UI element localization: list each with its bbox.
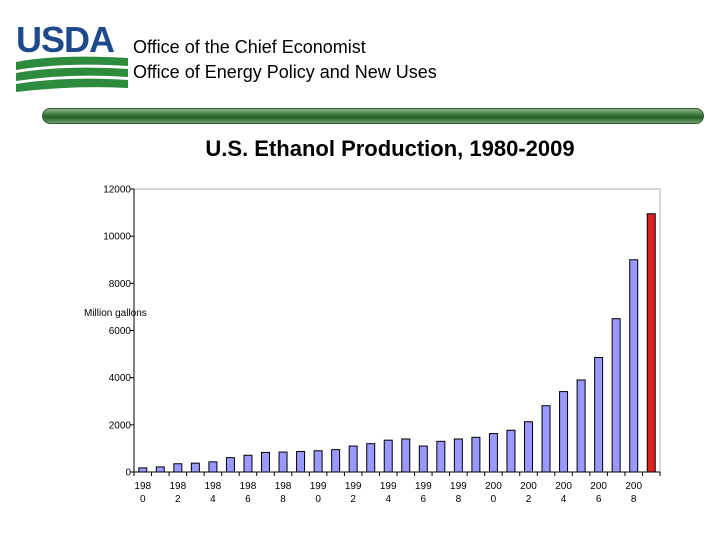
bar-1997 [436, 440, 446, 473]
x-tick-label: 198 2 [169, 481, 186, 505]
x-tick-label: 199 4 [380, 481, 397, 505]
bar-1996 [418, 445, 428, 473]
x-tick-label: 200 6 [590, 481, 607, 505]
x-tick-label: 200 8 [625, 481, 642, 505]
bar-1994 [383, 439, 393, 473]
x-tick-label: 200 2 [520, 481, 537, 505]
bar-1990 [313, 450, 323, 473]
y-axis-label: Million gallons [84, 308, 147, 319]
bar-2003 [541, 405, 551, 473]
bar-1991 [331, 449, 341, 473]
bar-1999 [471, 436, 481, 473]
bar-2009 [646, 213, 656, 473]
bar-1993 [366, 443, 376, 473]
bar-2000 [488, 433, 498, 473]
x-tick-label: 198 0 [134, 481, 151, 505]
bar-1987 [261, 451, 270, 473]
x-tick-label: 198 4 [205, 481, 222, 505]
bar-2002 [524, 421, 533, 473]
x-tick-label: 200 4 [555, 481, 572, 505]
x-tick-label: 200 0 [485, 481, 502, 505]
bar-2006 [594, 357, 604, 473]
office-title-2: Office of Energy Policy and New Uses [133, 62, 437, 82]
x-tick-label: 199 8 [450, 481, 467, 505]
x-tick-label: 199 0 [310, 481, 327, 505]
bar-1982 [173, 463, 183, 473]
bar-1995 [401, 438, 411, 473]
usda-logo: USDA [16, 22, 128, 92]
bar-1998 [453, 438, 463, 473]
x-tick-label: 199 6 [415, 481, 432, 505]
y-tick-label: 2000 [109, 420, 132, 431]
bar-2005 [576, 379, 586, 473]
bar-2007 [611, 318, 621, 473]
x-tick-label: 199 2 [345, 481, 362, 505]
bar-1980 [138, 467, 148, 473]
bar-2008 [629, 259, 639, 473]
y-tick-label: 4000 [109, 373, 132, 384]
y-tick-label: 12000 [103, 185, 131, 196]
x-tick-label: 198 6 [240, 481, 257, 505]
bar-2001 [506, 429, 516, 473]
office-title-1: Office of the Chief Economist [133, 37, 366, 57]
chart-title: U.S. Ethanol Production, 1980-2009 [205, 136, 575, 161]
y-tick-label: 10000 [103, 232, 131, 243]
header: USDA Office of the Chief Economist Offic… [0, 0, 720, 100]
bar-1988 [278, 451, 288, 473]
bar-1983 [190, 462, 200, 473]
bar-1989 [296, 450, 306, 473]
header-divider [42, 108, 704, 124]
y-tick-label: 0 [125, 468, 131, 479]
usda-logo-text: USDA [16, 22, 115, 60]
bar-1992 [348, 445, 358, 473]
bar-2004 [559, 391, 569, 473]
bar-1984 [208, 461, 218, 473]
y-tick-label: 8000 [109, 279, 132, 290]
bar-1985 [225, 457, 235, 473]
x-tick-label: 198 8 [275, 481, 292, 505]
bar-1981 [155, 466, 165, 473]
y-tick-label: 6000 [109, 326, 132, 337]
plot-area [133, 188, 661, 473]
bar-1986 [243, 454, 253, 473]
